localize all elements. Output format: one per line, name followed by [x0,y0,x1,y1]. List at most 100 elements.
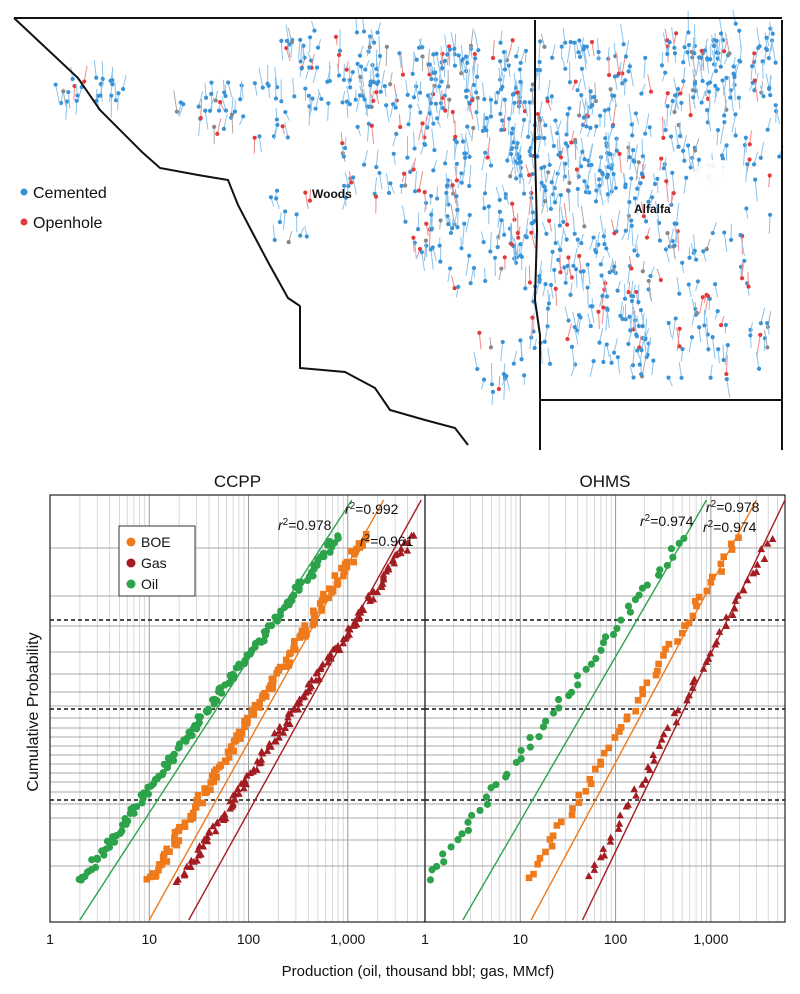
well [344,172,351,189]
well [607,132,612,157]
well [490,39,496,61]
well [710,222,717,236]
well [433,101,439,114]
well [418,121,425,141]
x-tick-label: 100 [604,931,628,947]
point-gas [649,751,657,759]
point-boe [557,818,565,826]
well [673,31,679,45]
well [596,49,601,61]
well [502,373,507,386]
well [672,51,678,63]
well [488,97,494,114]
well [238,114,246,126]
well [597,113,603,127]
well [297,37,303,60]
well [573,137,578,160]
r2-annotation-gas: r2=0.961 [360,533,414,549]
well [546,289,552,306]
point-gas [326,650,335,658]
well [510,126,518,148]
legend-label-boe: BOE [141,534,171,550]
well [584,107,589,129]
well [279,38,284,61]
well [542,135,547,147]
well [559,44,564,59]
well [647,74,654,94]
well [596,309,601,329]
point-boe [181,819,189,827]
well [431,160,438,173]
well [547,347,553,366]
well [455,284,461,298]
well [361,18,367,34]
point-boe [662,645,669,653]
well [708,48,713,62]
well [764,32,770,52]
point-boe [156,861,163,868]
point-boe [534,860,541,868]
well [721,344,726,363]
point-gas [685,691,693,699]
point-gas [657,735,666,743]
well [450,219,455,231]
legend-cemented-label: Cemented [33,185,107,202]
point-gas [335,645,344,653]
well [623,304,628,322]
point-gas [272,737,280,745]
well [450,204,457,227]
point-gas [346,625,354,633]
well [341,63,347,82]
point-oil [334,534,342,543]
well [415,212,421,232]
well [557,210,562,228]
well [110,66,115,83]
well [687,247,692,260]
well [347,66,352,83]
well [593,186,599,204]
well [268,195,275,207]
well [756,332,763,357]
well [577,253,582,272]
well [549,94,554,105]
well [366,121,371,142]
well [284,45,291,62]
well [419,250,425,271]
well [573,267,579,288]
point-gas [752,567,761,575]
point-boe [256,704,263,711]
point-boe [639,690,647,698]
point-boe [241,723,248,731]
well [764,329,770,350]
point-boe [592,765,599,773]
point-boe [175,837,183,844]
well [672,229,678,248]
point-oil [613,624,621,633]
well [665,231,672,249]
well [560,206,566,224]
well [540,33,547,49]
point-gas [197,850,205,858]
point-boe [338,564,345,572]
well [215,118,222,136]
point-gas [195,842,204,850]
well [435,186,440,201]
well [567,61,572,85]
point-gas [728,611,737,619]
point-gas [211,827,220,835]
well [453,207,460,227]
well [64,99,70,120]
well [198,98,203,121]
well [353,89,358,102]
well [465,45,472,65]
well [232,99,238,114]
well [411,157,416,172]
point-oil [535,733,543,741]
well [631,284,636,299]
well [431,128,437,153]
well [704,81,711,96]
well [566,39,573,64]
point-boe [347,547,355,555]
point-boe [318,606,326,614]
well [711,50,718,74]
